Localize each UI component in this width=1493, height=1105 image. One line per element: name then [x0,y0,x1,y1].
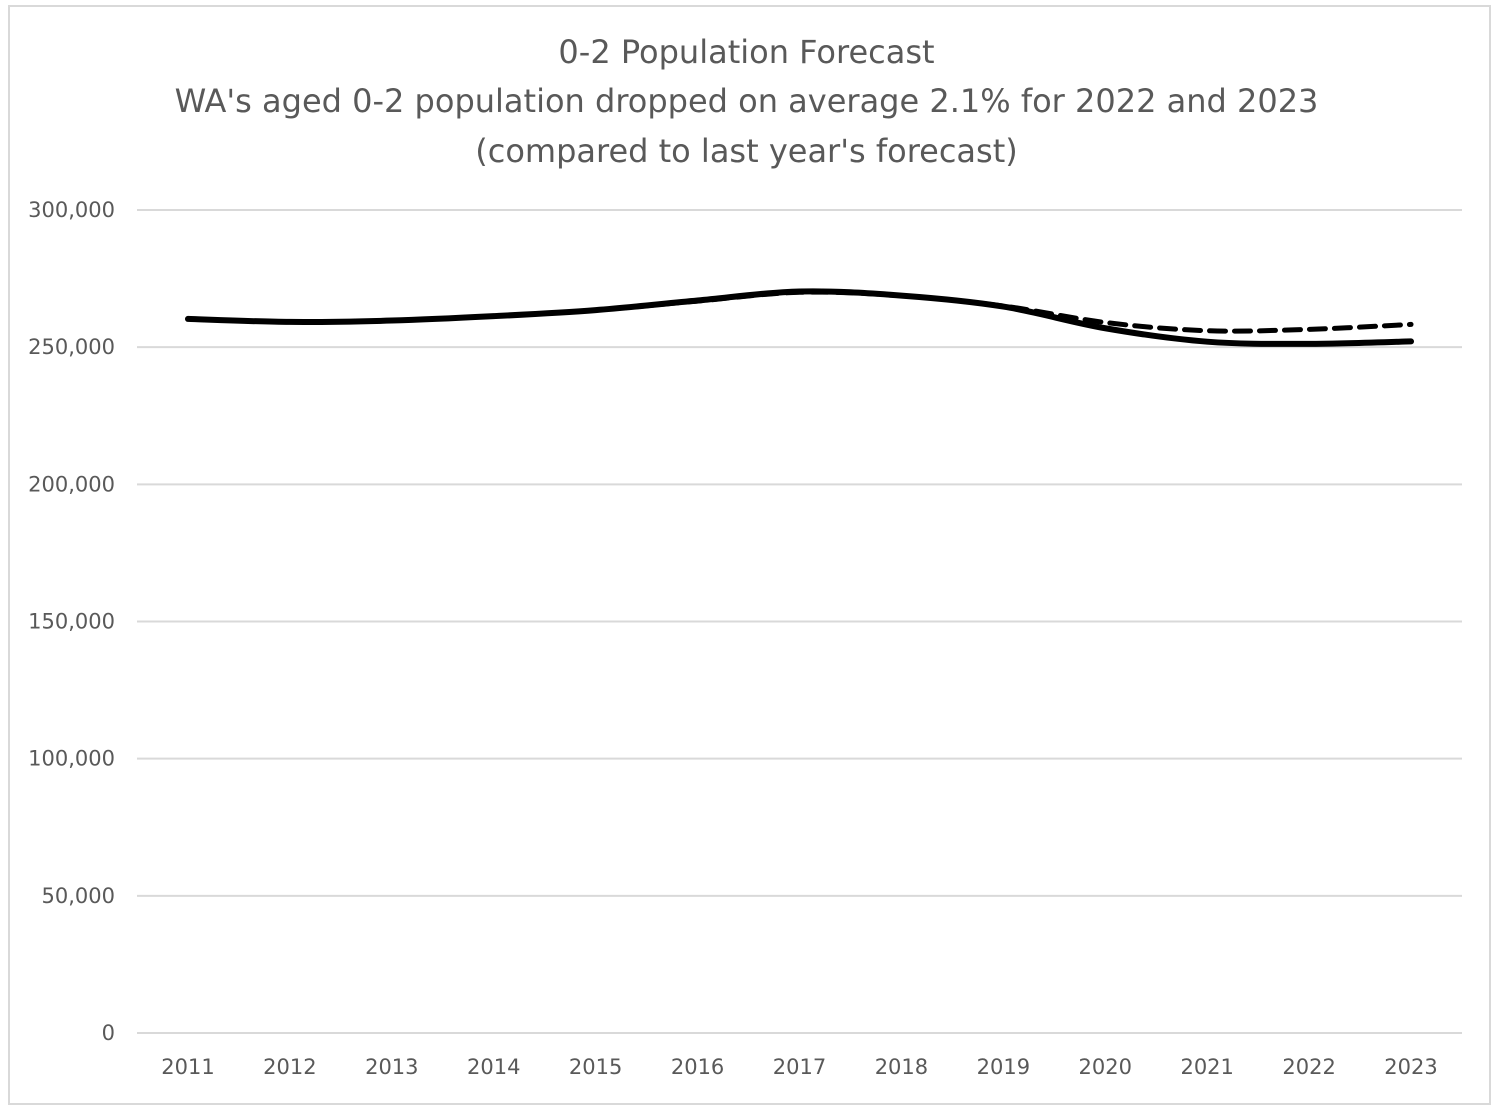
x-tick-label: 2011 [161,1055,214,1079]
y-tick-label: 100,000 [28,747,115,771]
chart-subtitle-line-1: WA's aged 0-2 population dropped on aver… [174,82,1319,120]
x-tick-label: 2012 [263,1055,316,1079]
chart-title: 0-2 Population Forecast [558,33,935,71]
gridlines [137,209,1462,1034]
y-tick-label: 200,000 [28,472,115,496]
chart-subtitle-line-2: (compared to last year's forecast) [475,132,1018,170]
chart-frame [8,5,1491,1105]
y-tick-label: 150,000 [28,610,115,634]
x-tick-label: 2013 [365,1055,418,1079]
y-tick-label: 50,000 [42,884,115,908]
x-tick-label: 2014 [467,1055,520,1079]
y-tick-label: 0 [102,1021,115,1045]
y-axis-tick-labels: 0 50,000 100,000 150,000 200,000 250,000 300,0… [28,198,115,1045]
x-tick-label: 2020 [1079,1055,1132,1079]
x-tick-label: 2022 [1282,1055,1335,1079]
x-tick-label: 2017 [773,1055,826,1079]
x-tick-label: 2019 [977,1055,1030,1079]
series-lines [184,288,1415,347]
y-tick-label: 250,000 [28,335,115,359]
x-axis-tick-labels: 2011 2012 2013 2014 2015 2016 2017 2018 2019 2020… [161,1055,1438,1079]
series-line-solid [184,288,1415,347]
x-tick-label: 2018 [875,1055,928,1079]
x-tick-label: 2015 [569,1055,622,1079]
y-tick-label: 300,000 [28,198,115,222]
series-line-dashed [185,289,1414,334]
x-tick-label: 2021 [1180,1055,1233,1079]
x-tick-label: 2023 [1384,1055,1437,1079]
x-tick-label: 2016 [671,1055,724,1079]
